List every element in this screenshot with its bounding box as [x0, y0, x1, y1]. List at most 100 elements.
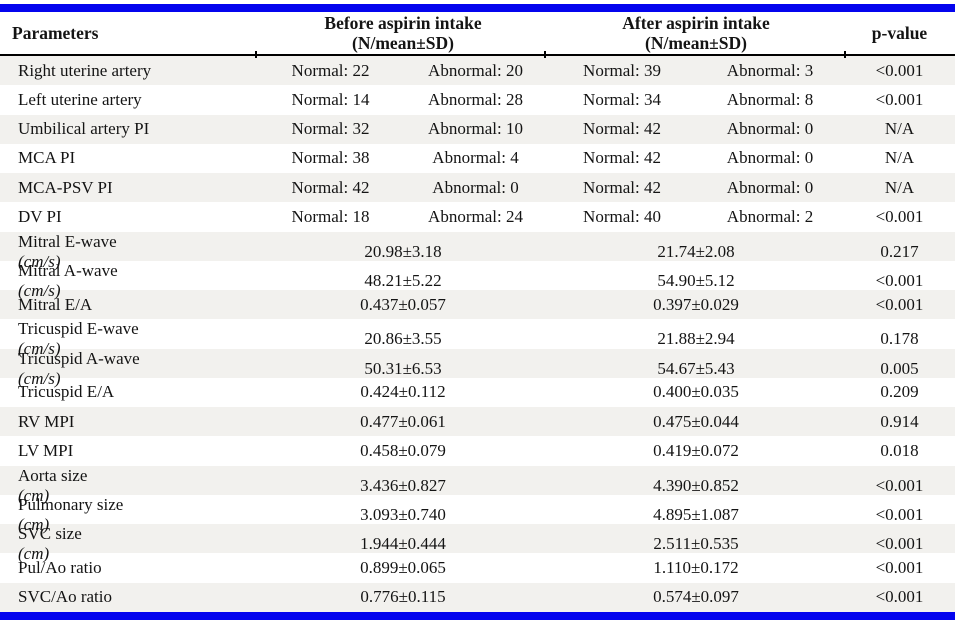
parameter-label: Aorta size (cm) — [0, 466, 258, 506]
table-row: Mitral E-wave (cm/s) 20.98±3.18 21.74±2.08… — [0, 231, 955, 271]
table-row: Left uterine artery Normal: 14 Abnormal: 2… — [0, 85, 955, 114]
parameter-label: Right uterine artery — [18, 60, 152, 80]
after-mean-sd: 4.895±1.087 — [653, 504, 739, 524]
after-normal-count: Normal: 42 — [583, 177, 661, 197]
after-mean-sd: 54.67±5.43 — [657, 358, 735, 378]
p-value: <0.001 — [875, 504, 924, 524]
parameter-label: RV MPI — [18, 411, 75, 431]
parameter-label: Mitral A-wave (cm/s) — [0, 261, 258, 301]
before-abnormal-count: Abnormal: 4 — [432, 148, 519, 168]
before-mean-sd: 0.424±0.112 — [360, 382, 446, 402]
after-mean-sd: 0.574±0.097 — [653, 587, 739, 607]
after-abnormal-count: Abnormal: 3 — [726, 60, 814, 80]
after-mean-sd: 0.419±0.072 — [653, 440, 739, 460]
table-row: Tricuspid A-wave (cm/s) 50.31±6.53 54.67±5… — [0, 348, 955, 388]
p-value: 0.209 — [880, 382, 919, 402]
before-abnormal-count: Abnormal: 10 — [428, 119, 523, 139]
after-mean-sd: 0.397±0.029 — [653, 294, 739, 314]
p-value: 0.217 — [880, 241, 919, 261]
p-value: <0.001 — [875, 294, 924, 314]
column-header-after: After aspirin intake (N/mean±SD) — [548, 13, 844, 53]
before-mean-sd: 0.776±0.115 — [360, 587, 446, 607]
table-row: Tricuspid E-wave (cm/s) 20.86±3.55 21.88±2… — [0, 319, 955, 358]
table-row: SVC/Ao ratio 0.776±0.115 0.574±0.097 <0.001 — [0, 582, 955, 612]
p-value: 0.018 — [880, 440, 919, 460]
column-header-parameters: Parameters — [12, 23, 99, 43]
table-body: Right uterine artery Normal: 22 Abnormal: … — [0, 56, 955, 612]
before-normal-count: Normal: 32 — [291, 119, 370, 139]
p-value: <0.001 — [875, 475, 924, 495]
parameter-unit: (cm/s) — [18, 368, 61, 388]
table-header-row: Parameters Before aspirin intake (N/mean… — [0, 12, 955, 56]
after-mean-sd: 21.88±2.94 — [657, 329, 735, 349]
after-mean-sd: 54.90±5.12 — [657, 270, 735, 290]
parameter-label: Pul/Ao ratio — [18, 557, 102, 577]
before-mean-sd: 1.944±0.444 — [360, 534, 446, 553]
table-row: MCA PI Normal: 38 Abnormal: 4 Normal: 42 Abn… — [0, 144, 955, 173]
table-row: Right uterine artery Normal: 22 Abnormal: … — [0, 56, 955, 86]
p-value: <0.001 — [875, 89, 924, 109]
column-header-before: Before aspirin intake (N/mean±SD) — [258, 13, 548, 53]
parameter-label: Tricuspid A-wave (cm/s) — [0, 349, 258, 389]
table-row: MCA-PSV PI Normal: 42 Abnormal: 0 Normal: 4… — [0, 173, 955, 203]
column-divider-tick — [255, 51, 257, 58]
parameter-label: LV MPI — [18, 440, 74, 460]
after-normal-count: Normal: 42 — [583, 148, 661, 168]
before-mean-sd: 0.899±0.065 — [360, 557, 446, 577]
before-mean-sd: 48.21±5.22 — [364, 270, 442, 290]
after-abnormal-count: Abnormal: 2 — [726, 206, 814, 226]
after-abnormal-count: Abnormal: 0 — [726, 177, 814, 197]
after-mean-sd: 2.511±0.535 — [653, 534, 739, 553]
parameter-label: MCA PI — [18, 148, 76, 168]
parameter-label: Tricuspid E/A — [18, 382, 115, 402]
parameter-unit: (cm) — [18, 514, 50, 534]
column-header-p-value: p-value — [871, 23, 928, 43]
p-value: <0.001 — [875, 587, 924, 607]
after-abnormal-count: Abnormal: 0 — [726, 119, 814, 139]
parameter-unit: (cm/s) — [18, 251, 61, 271]
top-rule-bar — [0, 4, 955, 12]
before-normal-count: Normal: 22 — [291, 60, 370, 80]
p-value: <0.001 — [875, 60, 924, 80]
table-row: LV MPI 0.458±0.079 0.419±0.072 0.018 — [0, 436, 955, 465]
table-row: Pulmonary size (cm) 3.093±0.740 4.895±1.08… — [0, 495, 955, 534]
column-divider-tick — [544, 51, 546, 58]
parameter-label: Left uterine artery — [18, 89, 142, 109]
parameter-label: Umbilical artery PI — [18, 119, 150, 139]
before-normal-count: Normal: 18 — [291, 206, 370, 226]
after-normal-count: Normal: 39 — [583, 60, 661, 80]
parameter-label: Tricuspid E-wave (cm/s) — [0, 319, 258, 359]
before-normal-count: Normal: 38 — [291, 148, 370, 168]
table-row: Tricuspid E/A 0.424±0.112 0.400±0.035 0.209 — [0, 378, 955, 407]
parameter-unit: (cm/s) — [18, 339, 61, 359]
p-value: <0.001 — [875, 270, 924, 290]
after-mean-sd: 21.74±2.08 — [657, 241, 735, 261]
table-row: SVC size (cm) 1.944±0.444 2.511±0.535 <0.00… — [0, 524, 955, 563]
after-mean-sd: 1.110±0.172 — [653, 557, 739, 577]
parameter-unit: (cm) — [18, 485, 50, 505]
before-mean-sd: 0.458±0.079 — [360, 440, 446, 460]
column-header-before-line1: Before aspirin intake — [324, 13, 482, 33]
after-normal-count: Normal: 42 — [583, 119, 661, 139]
after-normal-count: Normal: 40 — [583, 206, 661, 226]
after-abnormal-count: Abnormal: 8 — [726, 89, 814, 109]
p-value: <0.001 — [875, 557, 924, 577]
column-divider-tick — [844, 51, 846, 58]
before-mean-sd: 0.437±0.057 — [360, 294, 446, 314]
parameter-label: Mitral E-wave (cm/s) — [0, 232, 258, 272]
p-value: N/A — [884, 119, 915, 139]
table-row: Mitral A-wave (cm/s) 48.21±5.22 54.90±5.12… — [0, 261, 955, 300]
parameter-label: SVC size (cm) — [0, 524, 258, 564]
parameter-label: MCA-PSV PI — [18, 177, 113, 197]
after-mean-sd: 4.390±0.852 — [653, 475, 739, 495]
bottom-rule-bar — [0, 612, 955, 620]
after-abnormal-count: Abnormal: 0 — [726, 148, 814, 168]
before-mean-sd: 50.31±6.53 — [364, 358, 442, 378]
parameter-label: Mitral E/A — [18, 294, 93, 314]
table-row: Umbilical artery PI Normal: 32 Abnormal: 1… — [0, 114, 955, 144]
before-mean-sd: 20.98±3.18 — [364, 241, 442, 261]
before-abnormal-count: Abnormal: 24 — [428, 206, 523, 226]
parameter-unit: (cm) — [18, 544, 50, 563]
column-header-before-line2: (N/mean±SD) — [352, 33, 454, 53]
